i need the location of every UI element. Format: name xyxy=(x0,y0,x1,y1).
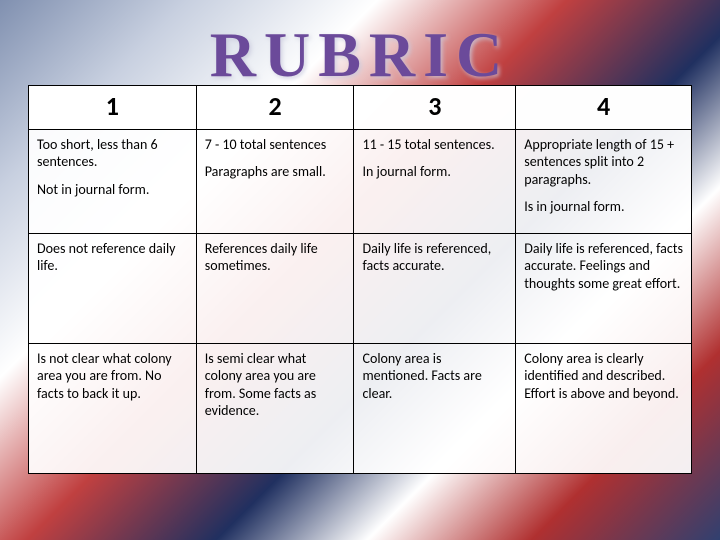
cell: References daily life sometimes. xyxy=(196,233,354,343)
table-row: Too short, less than 6 sentences. Not in… xyxy=(29,129,692,233)
cell-text: Appropriate length of 15 + sentences spl… xyxy=(524,136,683,189)
col-header-2: 2 xyxy=(196,86,354,130)
cell: 11 - 15 total sentences. In journal form… xyxy=(354,129,516,233)
cell: Appropriate length of 15 + sentences spl… xyxy=(516,129,692,233)
cell-text: Too short, less than 6 sentences. xyxy=(37,136,188,171)
cell: Too short, less than 6 sentences. Not in… xyxy=(29,129,197,233)
table-row: Is not clear what colony area you are fr… xyxy=(29,343,692,473)
cell: Is not clear what colony area you are fr… xyxy=(29,343,197,473)
table-row: Does not reference daily life. Reference… xyxy=(29,233,692,343)
col-header-4: 4 xyxy=(516,86,692,130)
cell-text: 11 - 15 total sentences. xyxy=(362,136,507,154)
rubric-table: 1 2 3 4 Too short, less than 6 sentences… xyxy=(28,85,692,474)
col-header-3: 3 xyxy=(354,86,516,130)
header-row: 1 2 3 4 xyxy=(29,86,692,130)
cell-text: 7 - 10 total sentences xyxy=(205,136,346,154)
cell-text: In journal form. xyxy=(362,163,507,181)
cell: Daily life is referenced, facts accurate… xyxy=(354,233,516,343)
cell-text: Paragraphs are small. xyxy=(205,163,346,181)
cell: Does not reference daily life. xyxy=(29,233,197,343)
cell: Is semi clear what colony area you are f… xyxy=(196,343,354,473)
cell: 7 - 10 total sentences Paragraphs are sm… xyxy=(196,129,354,233)
col-header-1: 1 xyxy=(29,86,197,130)
cell: Colony area is clearly identified and de… xyxy=(516,343,692,473)
cell-text: Not in journal form. xyxy=(37,181,188,199)
cell: Daily life is referenced, facts accurate… xyxy=(516,233,692,343)
cell-text: Is in journal form. xyxy=(524,198,683,216)
page-title: RUBRIC xyxy=(0,18,720,92)
cell: Colony area is mentioned. Facts are clea… xyxy=(354,343,516,473)
